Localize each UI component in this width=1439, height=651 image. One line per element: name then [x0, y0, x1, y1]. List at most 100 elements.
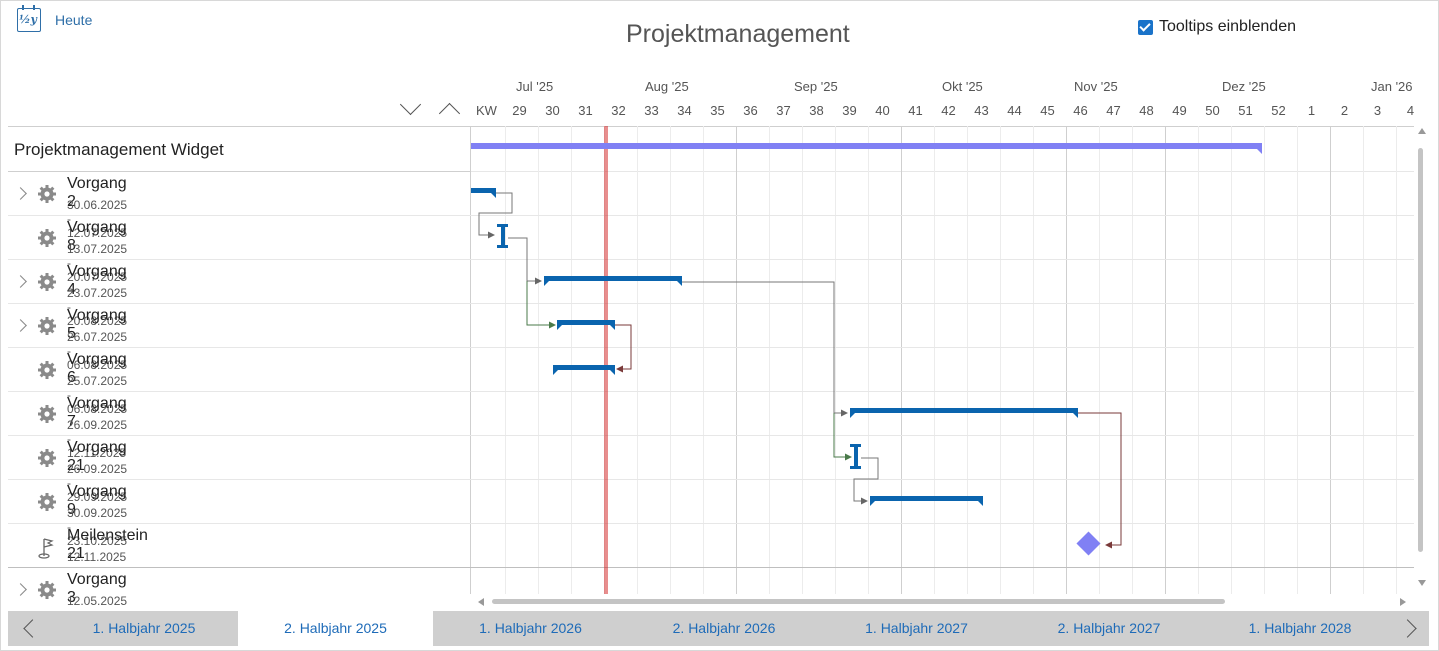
today-label: Heute [55, 12, 93, 28]
grid-line [1000, 126, 1001, 594]
dependency-8-4 [508, 237, 542, 285]
dependency-5-6 [615, 324, 632, 373]
today-button[interactable]: ½y Heute [17, 5, 93, 32]
tooltips-label: Tooltips einblenden [1159, 18, 1296, 35]
row-divider [8, 523, 1414, 524]
task-bar-vorgang-21[interactable] [850, 444, 861, 469]
gear-icon [37, 404, 57, 424]
project-name: Projektmanagement Widget [14, 140, 224, 159]
task-dates: 26.07.2025 - 06.08.2025 [67, 330, 128, 372]
row-divider [8, 479, 1414, 480]
grid-line [505, 126, 506, 594]
dependency-7-milestone [1078, 412, 1122, 549]
row-divider [8, 303, 1414, 304]
grid-line [1396, 126, 1397, 594]
task-dates: 30.06.2025 - 12.07.2025 [67, 198, 128, 240]
task-name: Vorgang 3 [67, 571, 127, 606]
gear-icon [37, 272, 57, 292]
dependency-2-8 [478, 192, 513, 239]
period-tab[interactable]: 1. Halbjahr 2025 [92, 620, 196, 636]
week-label: 37 [776, 103, 791, 118]
scroll-left-arrow[interactable] [478, 598, 484, 606]
task-dates: 26.09.2025 - 12.11.2025 [67, 418, 128, 460]
task-dates: 12.11.2025 [67, 550, 127, 564]
horizontal-scrollbar[interactable] [492, 599, 1225, 604]
period-tab[interactable]: 2. Halbjahr 2025 [238, 611, 433, 646]
task-bar-vorgang-4[interactable] [544, 276, 682, 286]
week-label: 43 [974, 103, 989, 118]
week-label: 51 [1238, 103, 1253, 118]
week-label: 32 [611, 103, 626, 118]
grid-line [769, 126, 770, 594]
grid-line [1066, 126, 1067, 594]
task-bar-vorgang-2[interactable] [471, 188, 496, 198]
gear-icon [37, 580, 57, 600]
milestone-flag-icon [37, 536, 57, 559]
month-label: Dez '25 [1222, 79, 1266, 94]
grid-line [1033, 126, 1034, 594]
gear-icon [37, 492, 57, 512]
month-label: Jan '26 [1371, 79, 1413, 94]
tooltips-checkbox[interactable] [1138, 19, 1153, 35]
period-tab[interactable]: 1. Halbjahr 2026 [479, 620, 582, 636]
task-dates: 30.09.2025 - 23.10.2025 [67, 506, 128, 548]
week-label: 50 [1205, 103, 1220, 118]
week-label: 30 [545, 103, 560, 118]
tooltips-toggle[interactable]: Tooltips einblenden [1138, 18, 1296, 36]
grid-line [802, 126, 803, 594]
grid-line [538, 126, 539, 594]
week-label: 49 [1172, 103, 1187, 118]
task-bar-vorgang-5[interactable] [557, 320, 615, 330]
period-tab[interactable]: 1. Halbjahr 2028 [1248, 620, 1352, 636]
task-name: Meilenstein 21 [67, 527, 148, 562]
week-label: 45 [1040, 103, 1055, 118]
gear-icon [37, 184, 57, 204]
milestone-diamond[interactable] [1076, 531, 1101, 556]
dependency-4-5 [526, 281, 556, 329]
vertical-scrollbar[interactable] [1418, 148, 1423, 552]
task-bar-vorgang-9[interactable] [870, 496, 983, 506]
period-tab[interactable]: 1. Halbjahr 2027 [865, 620, 968, 636]
grid-line [1231, 126, 1232, 594]
week-label: 4 [1406, 103, 1415, 118]
week-label: 47 [1106, 103, 1121, 118]
week-label: 34 [677, 103, 692, 118]
task-bar-vorgang-8[interactable] [497, 224, 508, 248]
task-dates: 23.07.2025 - 20.08.2025 [67, 286, 128, 328]
period-next-button[interactable] [1398, 619, 1417, 638]
month-label: Sep '25 [794, 79, 838, 94]
row-divider [8, 567, 1414, 568]
period-tab[interactable]: 2. Halbjahr 2026 [672, 620, 776, 636]
scroll-up-arrow[interactable] [1418, 128, 1426, 134]
grid-line [1363, 126, 1364, 594]
scroll-right-arrow[interactable] [1400, 598, 1406, 606]
grid-line [736, 126, 737, 594]
grid-line [1264, 126, 1265, 594]
task-bar-vorgang-6[interactable] [553, 365, 615, 375]
period-prev-button[interactable] [23, 619, 42, 638]
dependency-7-21 [833, 413, 852, 461]
week-label: 46 [1073, 103, 1088, 118]
period-tab[interactable]: 2. Halbjahr 2027 [1057, 620, 1161, 636]
task-name: Vorgang 4 [67, 263, 127, 298]
grid-line [470, 126, 471, 594]
task-bar-vorgang-7[interactable] [850, 408, 1078, 418]
month-label: Nov '25 [1074, 79, 1118, 94]
week-label: 44 [1007, 103, 1022, 118]
grid-line [571, 126, 572, 594]
week-label: 1 [1307, 103, 1316, 118]
week-label: 42 [941, 103, 956, 118]
grid-line [637, 126, 638, 594]
grid-line [934, 126, 935, 594]
week-label: 48 [1139, 103, 1154, 118]
task-name: Vorgang 7 [67, 395, 127, 430]
calendar-half-year-icon: ½y [17, 5, 41, 32]
task-name: Vorgang 5 [67, 307, 127, 342]
scroll-down-arrow[interactable] [1418, 580, 1426, 586]
summary-bar[interactable] [471, 143, 1262, 149]
task-name: Vorgang 2 [67, 175, 127, 210]
gear-icon [37, 228, 57, 248]
summary-bar-end [1257, 149, 1262, 154]
grid-line [703, 126, 704, 594]
